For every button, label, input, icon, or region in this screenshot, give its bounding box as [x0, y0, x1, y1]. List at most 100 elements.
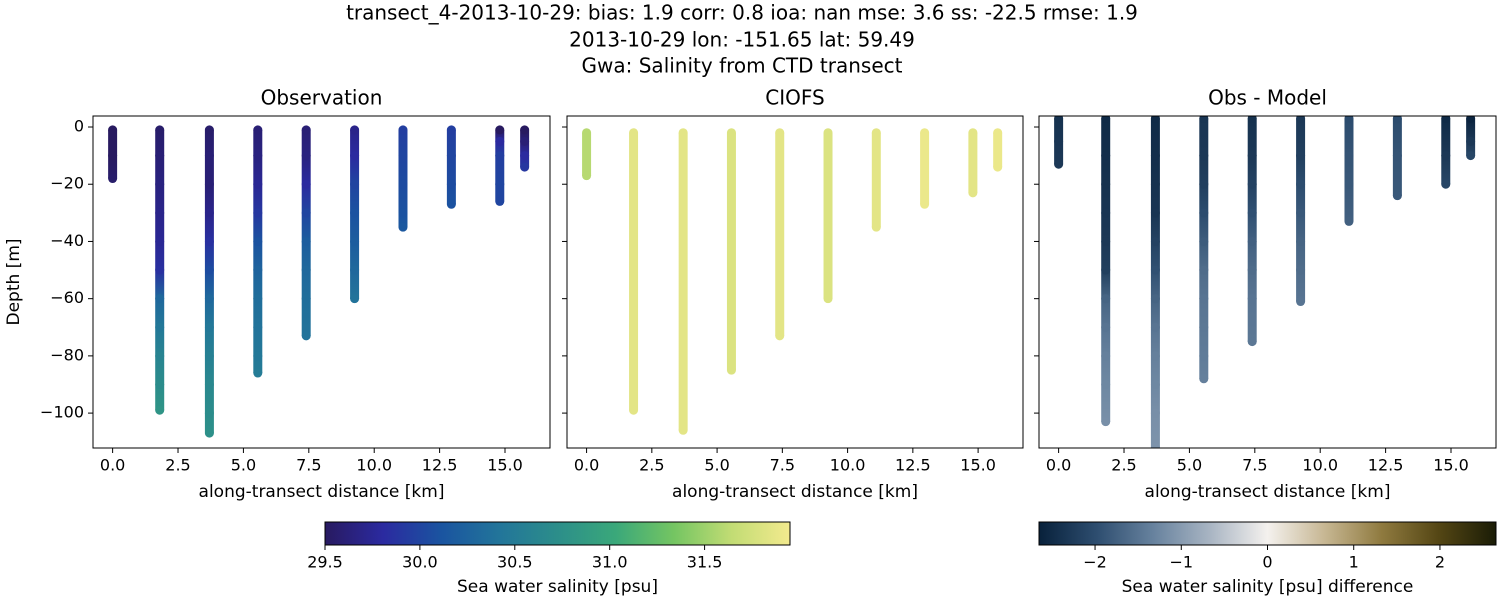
- data-point: [1247, 236, 1257, 246]
- data-point: [350, 236, 360, 246]
- y-tick-label: −80: [50, 345, 84, 364]
- data-point: [301, 331, 311, 341]
- x-tick-label: 10.0: [1302, 456, 1338, 475]
- axes-frame: [92, 115, 551, 449]
- data-point: [108, 174, 118, 184]
- data-point: [204, 125, 214, 135]
- data-point: [1199, 374, 1209, 384]
- data-point: [871, 128, 881, 138]
- data-point: [253, 351, 263, 361]
- data-point: [155, 151, 165, 161]
- colorbar-tick-label: 30.0: [402, 553, 438, 572]
- data-point: [446, 199, 456, 209]
- data-point: [1150, 208, 1160, 218]
- data-point: [350, 125, 360, 135]
- data-point: [1247, 116, 1257, 123]
- data-point: [446, 179, 456, 189]
- x-tick-label: 7.5: [296, 456, 321, 475]
- data-point: [1296, 179, 1306, 189]
- data-point: [678, 128, 688, 138]
- data-point: [204, 428, 214, 438]
- data-point: [775, 331, 785, 341]
- panel-title: Obs - Model: [1208, 86, 1327, 110]
- data-point: [253, 368, 263, 378]
- x-tick-label: 10.0: [356, 456, 392, 475]
- data-point: [1199, 179, 1209, 189]
- data-point: [1344, 151, 1354, 161]
- data-point: [1296, 151, 1306, 161]
- data-point: [1199, 351, 1209, 361]
- x-tick-label: 15.0: [1433, 456, 1469, 475]
- data-point: [1150, 379, 1160, 389]
- data-point: [1296, 208, 1306, 218]
- data-point: [1344, 116, 1354, 123]
- data-point: [1150, 179, 1160, 189]
- data-point: [582, 171, 592, 181]
- data-point: [350, 179, 360, 189]
- data-point: [204, 208, 214, 218]
- x-tick-label: 15.0: [960, 456, 996, 475]
- data-point: [871, 222, 881, 232]
- data-point: [1247, 208, 1257, 218]
- data-point: [726, 128, 736, 138]
- data-point: [1392, 116, 1402, 123]
- data-point: [1199, 236, 1209, 246]
- data-point: [155, 405, 165, 415]
- colorbar: [1038, 521, 1497, 546]
- data-point: [1101, 294, 1111, 304]
- x-tick-label: 0.0: [1046, 456, 1071, 475]
- data-point: [253, 125, 263, 135]
- data-point: [155, 208, 165, 218]
- data-point: [155, 322, 165, 332]
- colorbar-tick-label: 1: [1349, 553, 1359, 572]
- data-point: [1101, 417, 1111, 427]
- y-tick-label: −40: [50, 231, 84, 250]
- data-point: [495, 196, 505, 206]
- data-point: [204, 408, 214, 418]
- x-tick-label: 7.5: [1242, 456, 1267, 475]
- x-tick-label: 5.0: [704, 456, 729, 475]
- data-point: [301, 125, 311, 135]
- colorbar-label: Sea water salinity [psu]: [457, 577, 658, 597]
- data-point: [1150, 408, 1160, 418]
- data-point: [775, 128, 785, 138]
- data-point: [398, 208, 408, 218]
- data-point: [1247, 337, 1257, 347]
- data-point: [495, 179, 505, 189]
- data-point: [968, 128, 978, 138]
- x-tick-label: 15.0: [487, 456, 523, 475]
- data-point: [1150, 351, 1160, 361]
- data-point: [253, 265, 263, 275]
- data-point: [301, 151, 311, 161]
- colorbar-tick-label: 0: [1262, 553, 1272, 572]
- data-point: [1441, 116, 1451, 123]
- data-point: [350, 208, 360, 218]
- data-point: [1101, 351, 1111, 361]
- data-point: [1150, 236, 1160, 246]
- data-point: [993, 128, 1003, 138]
- data-point: [253, 151, 263, 161]
- data-point: [520, 151, 530, 161]
- data-point: [678, 425, 688, 435]
- x-tick-label: 12.5: [1368, 456, 1404, 475]
- data-point: [204, 236, 214, 246]
- x-tick-label: 2.5: [165, 456, 190, 475]
- data-point: [204, 151, 214, 161]
- y-tick-label: −20: [50, 174, 84, 193]
- data-point: [1247, 151, 1257, 161]
- data-point: [1101, 208, 1111, 218]
- data-point: [1199, 116, 1209, 123]
- data-point: [1441, 151, 1451, 161]
- x-tick-label: 10.0: [830, 456, 866, 475]
- data-point: [1199, 208, 1209, 218]
- data-point: [398, 222, 408, 232]
- data-point: [1101, 236, 1111, 246]
- data-point: [629, 128, 639, 138]
- data-point: [446, 151, 456, 161]
- data-point: [920, 128, 930, 138]
- data-point: [1150, 322, 1160, 332]
- data-point: [253, 294, 263, 304]
- data-point: [155, 351, 165, 361]
- colorbar-tick-label: −2: [1083, 553, 1107, 572]
- data-point: [108, 125, 118, 135]
